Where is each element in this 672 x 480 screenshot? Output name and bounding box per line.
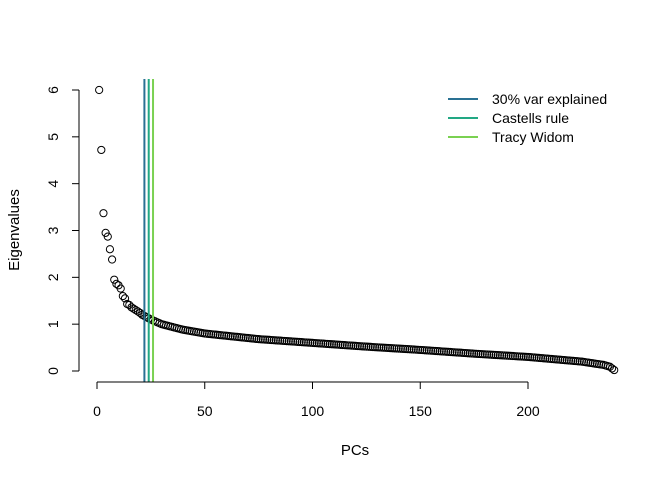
data-point (103, 232, 112, 241)
y-tick-label: 0 (45, 367, 61, 375)
data-point (118, 291, 127, 301)
x-axis: 0 50 100 150 200 (93, 381, 540, 419)
data-point (607, 364, 617, 373)
x-tick-label: 100 (301, 403, 325, 419)
data-point (142, 313, 151, 322)
data-point (116, 284, 125, 293)
legend-label: Castells rule (492, 110, 569, 126)
data-point (107, 255, 117, 264)
legend-label: 30% var explained (492, 91, 607, 107)
data-point (110, 275, 119, 284)
y-axis-title: Eigenvalues (6, 189, 23, 271)
data-point (120, 294, 130, 303)
x-tick-label: 200 (516, 403, 540, 419)
data-point (97, 145, 106, 155)
y-axis: 0 1 2 3 4 5 6 (45, 86, 80, 375)
data-point (112, 279, 121, 288)
data-point (95, 85, 104, 95)
y-tick-label: 4 (45, 180, 61, 188)
data-point (129, 304, 138, 313)
x-tick-label: 150 (409, 403, 433, 419)
y-tick-label: 2 (45, 273, 61, 281)
y-tick-label: 1 (45, 320, 61, 328)
data-point (131, 306, 140, 315)
data-point (127, 303, 136, 312)
data-point (138, 310, 147, 319)
x-axis-title: PCs (341, 442, 369, 459)
y-tick-label: 3 (45, 226, 61, 234)
x-tick-label: 50 (197, 403, 213, 419)
data-point (610, 365, 619, 375)
data-point (105, 245, 115, 254)
y-tick-label: 6 (45, 86, 61, 94)
x-tick-label: 0 (93, 403, 101, 419)
data-point (99, 209, 108, 218)
plot-area (95, 79, 619, 382)
legend-label: Tracy Widom (492, 129, 574, 145)
y-tick-label: 5 (45, 133, 61, 141)
legend: 30% var explained Castells rule Tracy Wido… (448, 91, 607, 145)
